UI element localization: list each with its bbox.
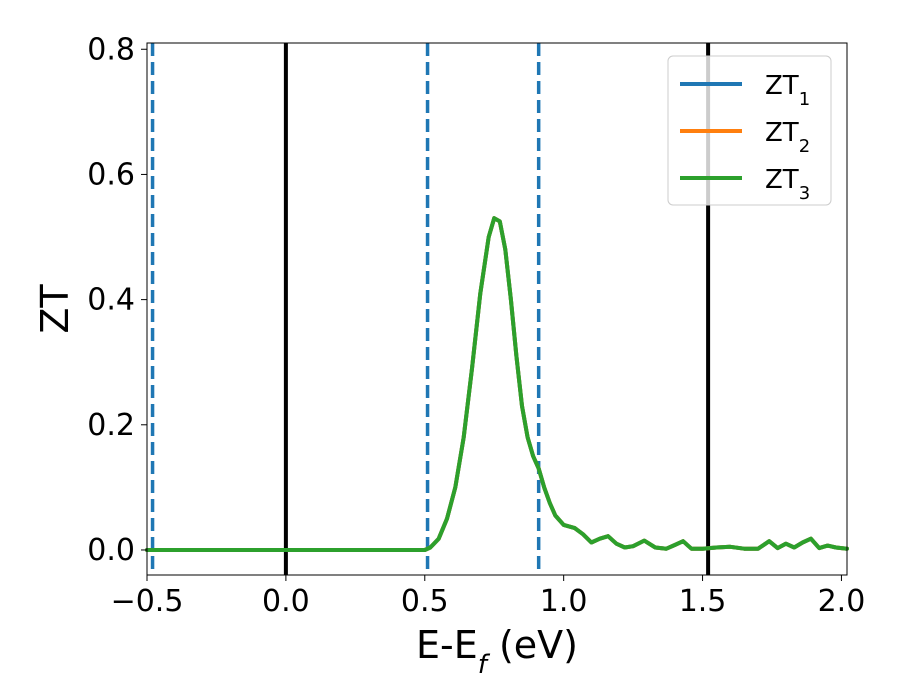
plot-frame — [146, 42, 848, 576]
series-line-zt1 — [145, 216, 849, 552]
y-tick-label: 0.0 — [87, 533, 135, 568]
x-tick-label: 1.5 — [679, 584, 727, 619]
legend-label: ZT2 — [765, 118, 810, 157]
y-tick-label: 0.2 — [87, 408, 135, 443]
vertical-reference-lines — [150, 43, 711, 575]
legend-box — [667, 55, 832, 206]
y-axis-ticks: 0.0 0.2 0.4 0.6 0.8 — [87, 32, 147, 568]
x-axis-ticks: −0.5 0.0 0.5 1.0 1.5 2.0 — [111, 575, 866, 619]
series-line-zt2 — [145, 216, 849, 552]
y-tick-label: 0.4 — [87, 283, 135, 318]
series-line-zt3 — [145, 216, 849, 552]
x-tick-label: 0.0 — [262, 584, 310, 619]
y-axis-label: ZT — [33, 284, 77, 334]
legend-label: ZT1 — [765, 71, 810, 110]
x-axis-label: E-Ef (eV) — [416, 623, 578, 680]
x-tick-label: 0.5 — [401, 584, 449, 619]
x-tick-label: −0.5 — [111, 584, 184, 619]
series-lines — [145, 216, 849, 552]
legend-label: ZT3 — [765, 165, 810, 204]
legend: ZT1 ZT2 ZT3 — [667, 55, 832, 206]
y-tick-label: 0.8 — [87, 32, 135, 67]
x-tick-label: 2.0 — [818, 584, 866, 619]
x-tick-label: 1.0 — [540, 584, 588, 619]
y-tick-label: 0.6 — [87, 157, 135, 192]
